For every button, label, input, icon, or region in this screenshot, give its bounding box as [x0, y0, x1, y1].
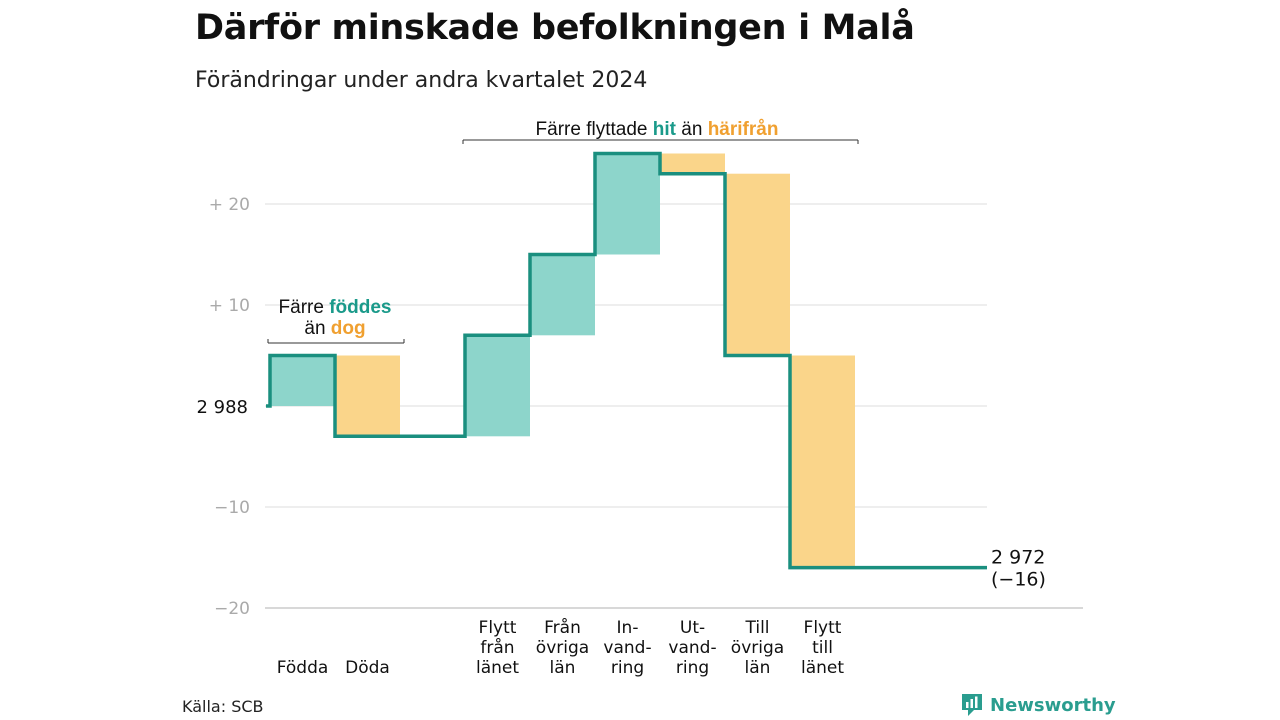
end-value-label: 2 972	[991, 547, 1045, 569]
category-label: Ut-	[680, 618, 705, 638]
category-label: vand-	[603, 638, 651, 658]
category-label: ring	[676, 658, 709, 678]
y-tick-label: + 20	[209, 195, 250, 215]
category-label: Från	[544, 617, 581, 638]
decrease-bar	[725, 173, 790, 356]
category-label: vand-	[668, 638, 716, 658]
end-change-label: (−16)	[991, 569, 1046, 591]
decrease-bar	[660, 153, 725, 174]
annotation-deaths-line2: än dog	[304, 318, 365, 339]
source-note: Källa: SCB	[182, 697, 264, 716]
decrease-bar	[335, 355, 400, 437]
category-label: län	[550, 658, 576, 678]
cumulative-step-line	[266, 151, 987, 570]
category-label: övriga	[536, 638, 589, 658]
increase-bar	[270, 355, 335, 406]
newsworthy-logo-icon	[962, 694, 982, 716]
category-label: ring	[611, 658, 644, 678]
category-label: från	[480, 637, 514, 658]
category-label: länet	[476, 658, 519, 678]
brand-logo: Newsworthy	[960, 692, 1116, 718]
increase-bar	[465, 335, 530, 437]
annotation-migration: Färre flyttade hit än härifrån	[536, 119, 779, 140]
y-tick-label: −20	[214, 599, 250, 619]
category-label: Födda	[277, 658, 329, 678]
category-label: övriga	[731, 638, 784, 658]
increase-bar	[595, 153, 660, 255]
decrease-bar	[790, 355, 855, 568]
category-label: Döda	[345, 658, 390, 678]
brand-name: Newsworthy	[990, 694, 1116, 716]
y-tick-label: + 10	[209, 296, 250, 316]
category-label: Flytt	[804, 618, 842, 638]
category-label: län	[745, 658, 771, 678]
category-label: Flytt	[479, 618, 517, 638]
category-label: In-	[617, 618, 639, 638]
y-tick-label: −10	[214, 498, 250, 518]
category-label: Till	[744, 618, 769, 638]
start-value-label: 2 988	[196, 397, 248, 418]
category-label: till	[812, 638, 833, 658]
chart-subtitle: Förändringar under andra kvartalet 2024	[195, 68, 648, 93]
annotation-births-line1: Färre föddes	[279, 297, 392, 318]
increase-bar	[530, 254, 595, 336]
category-label: länet	[801, 658, 844, 678]
chart-title: Därför minskade befolkningen i Malå	[195, 8, 915, 48]
